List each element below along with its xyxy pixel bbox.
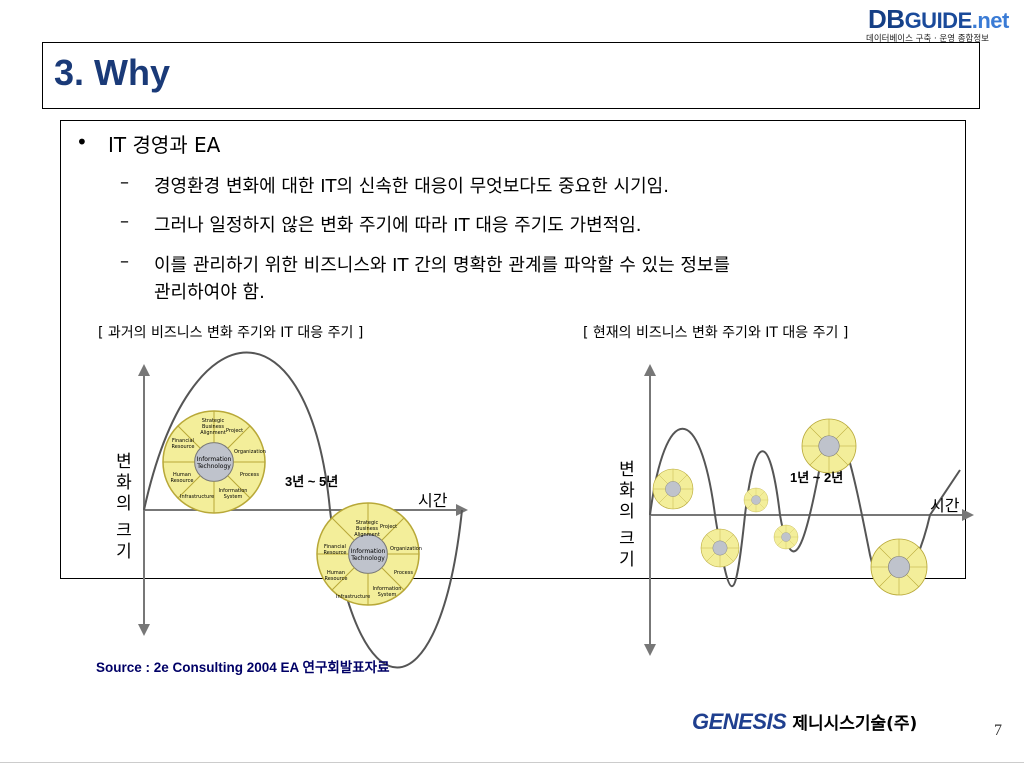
right-y-axis-label: 변 화 의 크 기 (617, 460, 637, 571)
company-name: 제니시스기술(주) (792, 714, 918, 734)
genesis-logo-text: GENESIS (692, 709, 787, 734)
ylabel-char: 기 (116, 542, 132, 562)
right-cycle-range: 1년 ~ 2년 (790, 470, 844, 485)
wheel-segment-label: Project (380, 524, 398, 530)
wheel-center-line-2: Technology (351, 555, 385, 562)
wheel-segment-label: Organization (234, 449, 266, 455)
ylabel-char: 크 (116, 521, 132, 541)
ea-wheel-small-3 (743, 487, 769, 513)
wheel-segment-label: Strategic Business Alignment (354, 520, 380, 538)
wheel-segment-label: Organization (390, 546, 422, 552)
page-title: 3. Why (54, 52, 171, 93)
ea-wheel-small-1 (652, 468, 694, 510)
wheel-segment-label: Financial Resource (323, 544, 347, 556)
wheel-segment-label: Strategic Business Alignment (200, 418, 226, 436)
wheel-segment-label: Infrastructure (180, 494, 215, 500)
dbguide-logo: DBGUIDE.net (868, 4, 1009, 35)
list-item: 경영환경 변화에 대한 IT의 신속한 대응이 무엇보다도 중요한 시기임. (154, 176, 669, 197)
wheel-segment-label: Process (240, 472, 259, 478)
ylabel-char: 화 (116, 473, 132, 493)
logo-subtitle: 데이터베이스 구축 · 운영 종합정보 (866, 34, 989, 44)
wheel-center-line-1: Information (350, 548, 386, 555)
list-item: 그러나 일정하지 않은 변화 주기에 따라 IT 대응 주기도 가변적임. (154, 215, 642, 236)
ylabel-char: 화 (619, 481, 635, 501)
dash-marker: – (120, 211, 129, 232)
bullet-marker: • (76, 130, 88, 154)
logo-net-text: .net (971, 8, 1010, 33)
ea-wheel-small-6 (870, 538, 928, 596)
page-number: 7 (994, 722, 1002, 739)
bullet-heading: IT 경영과 EA (108, 133, 221, 157)
source-citation: Source : 2e Consulting 2004 EA 연구회발표자료 (96, 660, 390, 675)
right-x-axis-label: 시간 (930, 496, 960, 515)
logo-db-text: DB (868, 4, 905, 34)
list-item-continuation: 관리하여야 함. (154, 282, 265, 303)
dash-marker: – (120, 251, 129, 272)
wheel-segment-label: Process (394, 570, 413, 576)
wheel-segment-label: Project (226, 428, 244, 434)
wheel-center-line-2: Technology (197, 463, 231, 470)
left-cycle-curve (143, 351, 463, 669)
dash-marker: – (120, 172, 129, 193)
left-diagram-caption: [ 과거의 비즈니스 변화 주기와 IT 대응 주기 ] (98, 325, 364, 341)
ylabel-char: 변 (116, 452, 132, 472)
wheel-center-line-1: Information (196, 456, 232, 463)
wheel-segment-label: Human Resource (170, 472, 194, 484)
right-cycle-curve (649, 428, 961, 590)
ylabel-char: 변 (619, 460, 635, 480)
ylabel-char: 크 (619, 529, 635, 549)
list-item: 이를 관리하기 위한 비즈니스와 IT 간의 명확한 관계를 파악할 수 있는 … (154, 255, 731, 276)
ea-wheel-small-4 (773, 524, 799, 550)
left-x-axis-label: 시간 (418, 491, 448, 510)
ylabel-char: 의 (116, 494, 132, 514)
wheel-center-label: Information Technology (190, 456, 238, 470)
footer-divider (0, 762, 1024, 763)
wheel-segment-label: Information System (372, 586, 402, 598)
ea-wheel-small-5 (801, 418, 857, 474)
logo-guide-text: GUIDE (904, 8, 973, 33)
ylabel-char: 의 (619, 502, 635, 522)
title-box (42, 42, 980, 109)
wheel-center-label: Information Technology (344, 548, 392, 562)
ea-wheel-small-2 (700, 528, 740, 568)
wheel-segment-label: Information System (218, 488, 248, 500)
left-cycle-range: 3년 ~ 5년 (285, 474, 339, 489)
wheel-segment-label: Human Resource (324, 570, 348, 582)
wheel-segment-label: Financial Resource (171, 438, 195, 450)
genesis-logo: GENESIS 제니시스기술(주) (692, 709, 917, 735)
right-diagram-caption: [ 현재의 비즈니스 변화 주기와 IT 대응 주기 ] (583, 325, 849, 341)
wheel-segment-label: Infrastructure (336, 594, 371, 600)
left-y-axis-label: 변 화 의 크 기 (114, 452, 134, 563)
content-box (60, 120, 966, 579)
ylabel-char: 기 (619, 550, 635, 570)
